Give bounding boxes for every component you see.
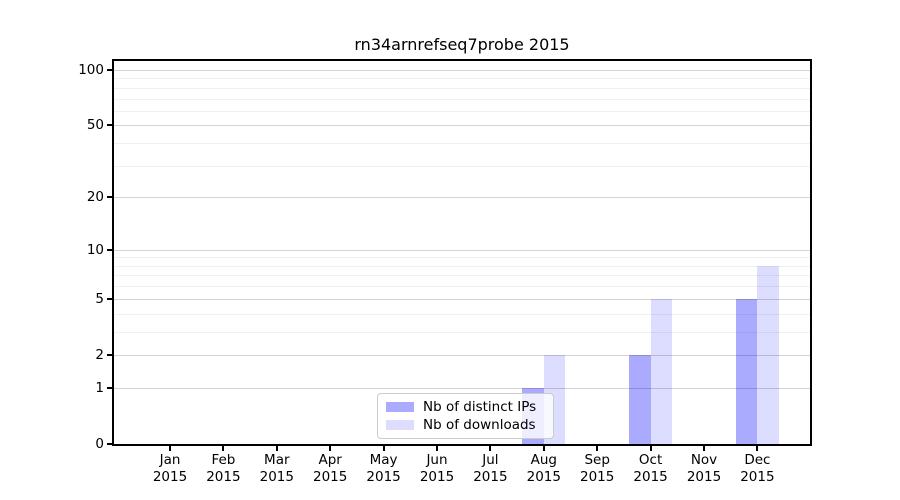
x-tick-month: Oct: [638, 452, 663, 468]
y-tick-mark: [107, 443, 114, 445]
x-tick-mark: [649, 446, 652, 451]
major-gridline: [114, 249, 810, 251]
x-tick-month: Mar: [264, 452, 290, 468]
x-tick-mark: [596, 446, 599, 451]
minor-gridline: [114, 78, 810, 80]
y-tick-label: 10: [86, 241, 104, 258]
legend-swatch-distinct-ips: [386, 402, 414, 412]
y-tick-mark: [107, 297, 114, 300]
plot-area: Nb of distinct IPs Nb of downloads: [112, 59, 812, 446]
x-tick-year: 2015: [580, 469, 615, 485]
x-tick-year: 2015: [206, 469, 241, 485]
x-tick-month: Dec: [744, 452, 771, 468]
y-tick-mark: [107, 196, 114, 199]
x-tick-month: Nov: [690, 452, 718, 468]
x-tick-month: Sep: [584, 452, 610, 468]
x-tick-mark: [275, 446, 278, 451]
x-tick-label: May 2015: [354, 452, 414, 486]
y-tick-label: 100: [78, 62, 104, 78]
y-tick-label: 2: [95, 346, 104, 363]
minor-gridline: [114, 165, 810, 167]
minor-gridline: [114, 286, 810, 288]
x-tick-mark: [329, 446, 332, 451]
x-tick-month: Jul: [482, 452, 499, 468]
minor-gridline: [114, 257, 810, 259]
y-tick-label: 0: [95, 436, 104, 452]
x-tick-label: Sep 2015: [567, 452, 627, 486]
y-tick-mark: [107, 248, 114, 251]
x-tick-mark: [436, 446, 438, 451]
major-gridline: [114, 387, 810, 389]
x-tick-year: 2015: [366, 469, 401, 485]
x-tick-year: 2015: [473, 469, 508, 485]
y-tick-label: 1: [95, 379, 104, 396]
minor-gridline: [114, 275, 810, 277]
legend-swatch-downloads: [386, 420, 414, 430]
major-gridline: [114, 298, 810, 300]
bar-distinct-ips: [629, 354, 651, 444]
x-tick-month: May: [369, 452, 398, 468]
x-tick-label: Feb 2015: [193, 452, 253, 486]
legend: Nb of distinct IPs Nb of downloads: [377, 393, 554, 439]
x-tick-label: Dec 2015: [727, 452, 787, 486]
minor-gridline: [114, 98, 810, 100]
x-tick-year: 2015: [686, 469, 722, 485]
x-tick-mark: [542, 446, 545, 451]
minor-gridline: [114, 143, 810, 145]
bar-downloads: [757, 265, 779, 444]
legend-label-downloads: Nb of downloads: [423, 417, 536, 433]
x-tick-label: Apr 2015: [300, 452, 360, 486]
x-tick-year: 2015: [259, 469, 294, 485]
x-tick-year: 2015: [740, 469, 775, 485]
x-tick-year: 2015: [633, 469, 668, 485]
x-tick-year: 2015: [526, 469, 561, 485]
x-tick-year: 2015: [419, 469, 455, 485]
x-tick-mark: [489, 446, 492, 451]
x-tick-label: Aug 2015: [514, 452, 574, 486]
x-tick-label: Nov 2015: [674, 452, 734, 486]
x-tick-label: Jun 2015: [407, 452, 467, 486]
y-tick-mark: [107, 353, 114, 356]
chart-title: rn34arnrefseq7probe 2015: [354, 35, 570, 54]
minor-gridline: [114, 265, 810, 267]
y-tick-label: 20: [86, 189, 104, 206]
major-gridline: [114, 70, 810, 71]
y-tick-mark: [107, 386, 114, 389]
major-gridline: [114, 354, 810, 356]
x-tick-mark: [382, 446, 385, 451]
x-tick-label: Mar 2015: [247, 452, 307, 486]
bar-distinct-ips: [736, 298, 758, 444]
y-tick-mark: [107, 124, 114, 127]
bar-downloads: [650, 298, 672, 444]
minor-gridline: [114, 313, 810, 315]
y-tick-label: 50: [86, 117, 104, 134]
legend-entry-distinct-ips: Nb of distinct IPs: [386, 398, 553, 416]
x-tick-label: Jan 2015: [140, 452, 200, 486]
minor-gridline: [114, 110, 810, 112]
x-tick-month: Apr: [318, 452, 342, 468]
minor-gridline: [114, 87, 810, 89]
x-tick-label: Oct 2015: [621, 452, 681, 486]
legend-label-distinct-ips: Nb of distinct IPs: [423, 399, 537, 415]
x-tick-mark: [222, 446, 225, 451]
y-tick-mark: [107, 69, 114, 71]
x-tick-month: Jan: [159, 452, 181, 468]
x-tick-year: 2015: [313, 469, 348, 485]
x-tick-month: Feb: [211, 452, 236, 468]
x-tick-month: Jun: [426, 452, 448, 468]
major-gridline: [114, 197, 810, 199]
x-tick-mark: [703, 446, 705, 451]
minor-gridline: [114, 331, 810, 333]
x-tick-year: 2015: [152, 469, 188, 485]
y-tick-label: 5: [95, 290, 104, 307]
major-gridline: [114, 125, 810, 127]
x-tick-mark: [169, 446, 171, 451]
x-tick-label: Jul 2015: [460, 452, 520, 486]
legend-entry-downloads: Nb of downloads: [386, 416, 553, 434]
x-tick-mark: [756, 446, 759, 451]
x-tick-month: Aug: [530, 452, 557, 468]
